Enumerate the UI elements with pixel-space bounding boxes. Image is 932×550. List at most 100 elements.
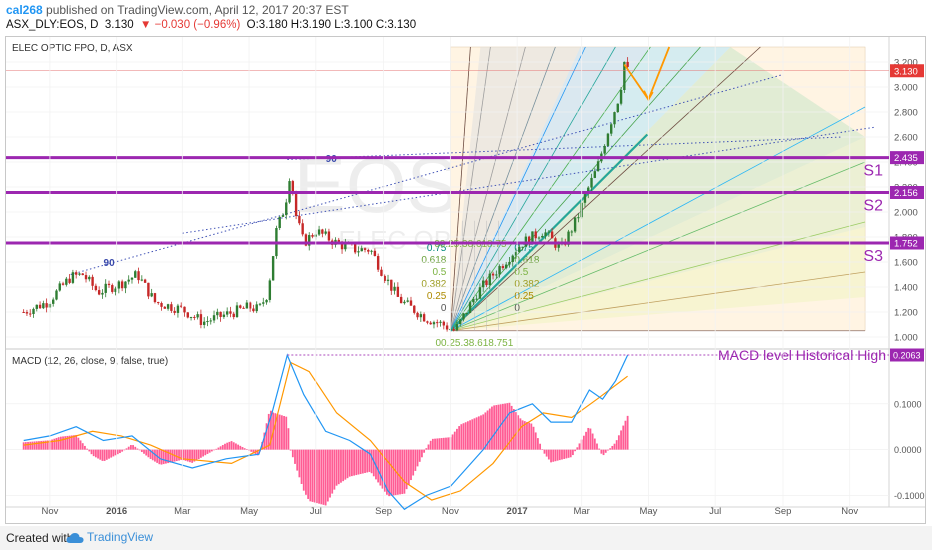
- candle-body-9: [52, 299, 55, 304]
- macd-hist-bar-153: [357, 449, 360, 475]
- macd-hist-bar-0: [22, 442, 25, 450]
- macd-hist-bar-230: [526, 421, 528, 450]
- macd-hist-bar-253: [576, 447, 579, 450]
- macd-hist-bar-85: [208, 449, 211, 453]
- macd-hist-bar-64: [162, 449, 165, 465]
- candle-body-143: [491, 273, 495, 276]
- price-tick-9: 2.800: [894, 108, 918, 119]
- author-link[interactable]: cal268: [6, 3, 43, 17]
- macd-hist-bar-110: [263, 432, 266, 450]
- gann-ratio-left-2: 0.5: [432, 267, 446, 278]
- candle-body-20: [88, 276, 91, 280]
- macd-hist-bar-121: [287, 428, 290, 450]
- macd-hist-bar-204: [469, 420, 471, 450]
- macd-hist-bar-144: [337, 449, 340, 485]
- macd-hist-bar-6: [35, 441, 38, 450]
- time-tick-0: Nov: [41, 506, 58, 517]
- macd-hist-bar-147: [344, 449, 347, 480]
- macd-hist-bar-200: [460, 424, 463, 450]
- candle-body-135: [465, 312, 468, 314]
- candle-body-156: [534, 231, 537, 239]
- tradingview-logo[interactable]: TradingView: [66, 530, 153, 544]
- macd-hist-bar-41: [112, 449, 115, 457]
- macd-hist-bar-266: [604, 449, 607, 453]
- candle-body-121: [419, 314, 423, 318]
- macd-hist-bar-138: [324, 449, 327, 506]
- macd-hist-bar-143: [335, 449, 338, 486]
- macd-hist-bar-152: [355, 449, 358, 476]
- candle-body-69: [248, 302, 252, 309]
- macd-hist-bar-214: [491, 406, 493, 450]
- macd-hist-bar-172: [399, 449, 401, 495]
- candle-body-65: [235, 305, 239, 318]
- macd-hist-bar-49: [129, 445, 132, 450]
- macd-hist-bar-128: [302, 449, 305, 491]
- candle-body-144: [495, 274, 498, 276]
- gann-fan-zone-3: [450, 47, 866, 331]
- chart-container[interactable]: EOS, D ELEC OPTIC FPO 0.75 0.75 0.618 0.618 0.…: [5, 36, 926, 524]
- candle-body-72: [258, 303, 262, 305]
- macd-hist-bar-216: [495, 405, 498, 450]
- macd-hist-bar-48: [127, 446, 130, 450]
- candle-body-3: [32, 308, 35, 315]
- macd-hist-bar-206: [473, 418, 476, 450]
- macd-hist-bar-237: [541, 449, 544, 451]
- candle-body-10: [55, 290, 58, 300]
- candle-body-111: [386, 279, 390, 281]
- macd-hist-bar-29: [86, 448, 89, 450]
- macd-hist-bar-176: [407, 449, 410, 485]
- macd-hist-bar-160: [372, 449, 375, 477]
- macd-tick-1: 0.0000: [894, 445, 922, 455]
- candle-body-107: [373, 250, 377, 257]
- gann-fan-line-8: [450, 46, 761, 332]
- macd-hist-bar-31: [90, 449, 93, 455]
- macd-hist-bar-66: [167, 449, 169, 464]
- macd-line: [23, 353, 629, 511]
- candle-body-142: [488, 273, 491, 286]
- macd-title: MACD (12, 26, close, 9, false, true): [12, 356, 168, 367]
- gann-fan-line-5: [450, 46, 616, 331]
- candle-body-82: [291, 181, 295, 192]
- candle-body-125: [432, 322, 436, 325]
- gann-fan-line-0: [449, 46, 471, 331]
- macd-hist-bar-55: [143, 449, 145, 454]
- macd-hist-bar-250: [569, 449, 572, 458]
- candle-body-5: [38, 304, 42, 309]
- macd-hist-bar-95: [230, 441, 233, 450]
- candle-body-50: [186, 312, 189, 318]
- time-tick-4: Jul: [310, 506, 322, 517]
- macd-hist-bar-26: [79, 440, 82, 450]
- candle-body-98: [344, 243, 347, 250]
- macd-hist-bar-196: [451, 434, 454, 450]
- symbol-label: ASX_DLY:EOS, D: [6, 19, 99, 31]
- angle-label-1: 90: [326, 154, 338, 165]
- macd-hist-bar-124: [294, 449, 296, 464]
- price-tick-1: 1.200: [894, 308, 918, 319]
- candle-body-63: [229, 311, 232, 314]
- price-tick-5: 2.000: [894, 208, 918, 219]
- gann-ratio-right-4: 0.25: [514, 291, 534, 302]
- macd-hist-bar-129: [305, 449, 307, 495]
- macd-hist-bar-105: [252, 449, 255, 453]
- macd-hist-bar-243: [554, 449, 557, 462]
- macd-hist-bar-88: [215, 448, 218, 450]
- candle-body-22: [94, 285, 98, 291]
- candle-body-47: [176, 305, 180, 313]
- macd-hist-bar-119: [283, 415, 285, 450]
- gann-fan-zone-5: [450, 227, 866, 331]
- time-tick-1: 2016: [106, 506, 127, 517]
- macd-hist-bar-201: [462, 423, 465, 450]
- macd-hist-bar-251: [572, 449, 574, 456]
- candle-body-139: [478, 287, 482, 299]
- macd-hist-bar-272: [617, 435, 620, 450]
- macd-hist-bar-263: [598, 448, 601, 450]
- macd-hist-bar-179: [414, 449, 417, 471]
- candle-body-31: [124, 281, 127, 289]
- macd-hist-bar-221: [506, 403, 509, 450]
- candle-body-41: [157, 302, 160, 304]
- candle-body-173: [590, 177, 593, 188]
- macd-hist-bar-224: [512, 409, 515, 450]
- macd-hist-bar-84: [206, 449, 209, 454]
- macd-hist-bar-24: [75, 434, 78, 450]
